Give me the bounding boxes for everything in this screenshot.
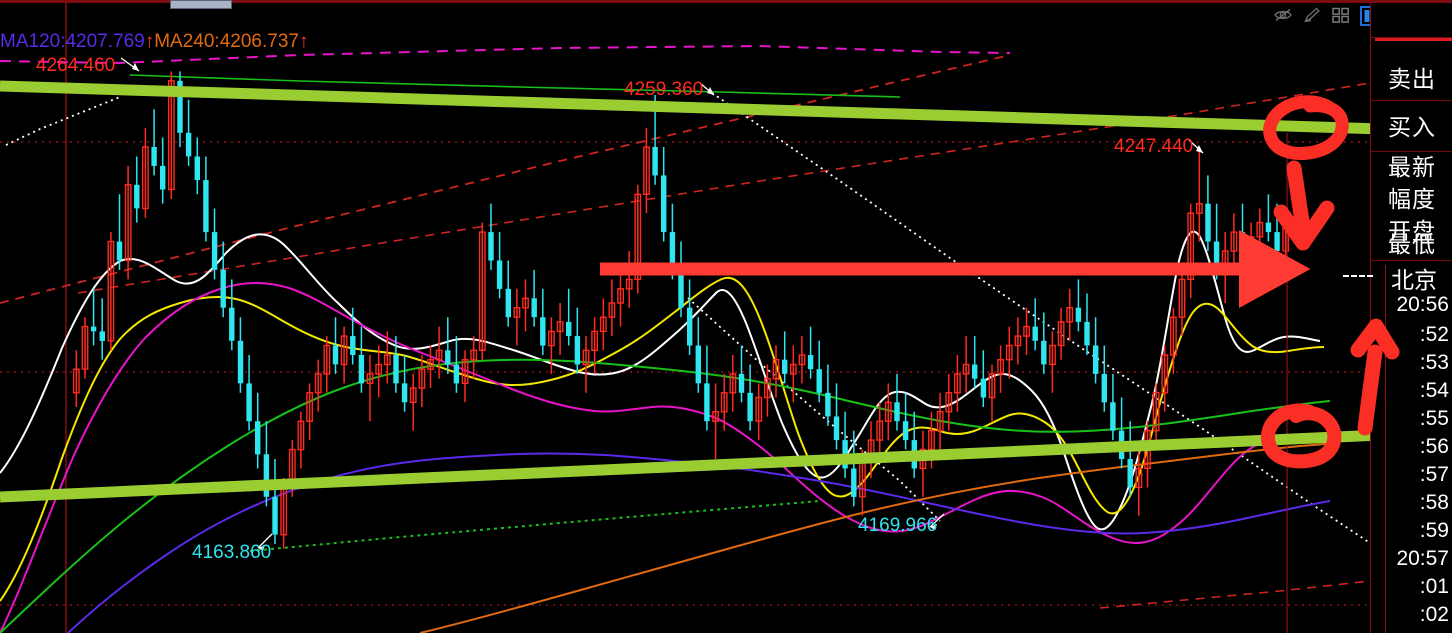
eye-off-icon[interactable]	[1273, 6, 1293, 24]
ma120-value: 4207.769	[65, 31, 145, 52]
red-trend-up-2	[77, 82, 1370, 294]
window-top-rule	[0, 0, 1452, 3]
ma240-value: 4206.737	[219, 31, 299, 52]
time-tick: :57	[1419, 463, 1449, 486]
indicator-readout: MA120:4207.769↑MA240:4206.737↑	[0, 31, 308, 53]
time-tick: :59	[1419, 519, 1449, 542]
time-tick: :52	[1419, 323, 1449, 346]
time-tick: 20:56	[1396, 293, 1449, 316]
magenta-channel-line	[0, 44, 1011, 65]
sidebar-item-low[interactable]: 最低	[1388, 232, 1436, 258]
green-trend-arrow-upper	[0, 80, 1370, 168]
price-callout-high-4264: 4264.460	[36, 55, 116, 76]
white-dotted-line-1	[5, 96, 121, 146]
time-tick: :56	[1419, 435, 1449, 458]
price-callout-low-4163: 4163.860	[192, 542, 272, 563]
time-tick: :54	[1419, 379, 1449, 402]
ma120-label: MA120:	[0, 31, 66, 52]
ma-white-line	[0, 230, 1321, 531]
green-trend-arrow-lower	[0, 397, 1370, 503]
price-chart-plot[interactable]: MA120:4207.769↑MA240:4206.737↑ 4264.460 …	[0, 3, 1370, 633]
price-gridlines	[0, 141, 1370, 606]
sidebar-item-latest[interactable]: 最新	[1388, 155, 1436, 181]
time-tick: 20:57	[1396, 547, 1449, 570]
sidebar-divider	[1371, 37, 1452, 38]
sidebar-divider	[1371, 151, 1452, 152]
sidebar-item-sell[interactable]: 卖出	[1388, 67, 1436, 93]
sidebar-top-accent	[1375, 38, 1452, 41]
time-tick: :02	[1419, 603, 1449, 626]
ma120-arrow-icon: ↑	[144, 31, 155, 52]
sidebar-item-buy[interactable]: 买入	[1388, 115, 1436, 141]
time-tick: :01	[1419, 575, 1449, 598]
sidebar-item-change[interactable]: 幅度	[1388, 187, 1436, 213]
ma240-line	[419, 442, 1341, 633]
candlestick-series	[72, 71, 1290, 549]
timezone-label: 北京	[1391, 268, 1437, 294]
ma240-arrow-icon: ↑	[298, 31, 309, 52]
time-tick: :58	[1419, 491, 1449, 514]
white-dotted-line-3	[687, 297, 941, 522]
ma-green-line	[0, 358, 1331, 633]
sidebar-divider	[1371, 260, 1452, 261]
horizontal-scrollbar-thumb[interactable]	[170, 0, 232, 9]
ma240-label: MA240:	[154, 31, 220, 52]
green-dotted-support	[249, 500, 821, 552]
callout-leaders	[120, 57, 1204, 551]
price-callout-high-4247: 4247.440	[1114, 136, 1194, 157]
green-thin-line-top	[129, 74, 901, 98]
price-callout-low-4169: 4169.966	[858, 515, 938, 536]
sidebar-item-open[interactable]: 开盘	[1388, 219, 1436, 245]
grid-layout-icon[interactable]	[1331, 6, 1351, 24]
red-trend-up-1	[0, 54, 1011, 304]
quote-sidebar: 卖出 买入 最新 幅度 开盘 最低 北京 20:56 :52 :53 :54 :…	[1343, 3, 1452, 633]
time-tick: :55	[1419, 407, 1449, 430]
price-callout-high-4259: 4259.360	[624, 79, 704, 100]
timezone-leader-dash	[1343, 275, 1373, 277]
ma-magenta-line	[0, 282, 1313, 633]
time-tick: :53	[1419, 351, 1449, 374]
sidebar-divider	[1371, 100, 1452, 101]
red-trend-up-3	[1099, 580, 1370, 609]
white-dotted-line-2	[711, 92, 1370, 544]
time-axis-line	[1385, 265, 1386, 633]
pencil-icon[interactable]	[1302, 6, 1322, 24]
